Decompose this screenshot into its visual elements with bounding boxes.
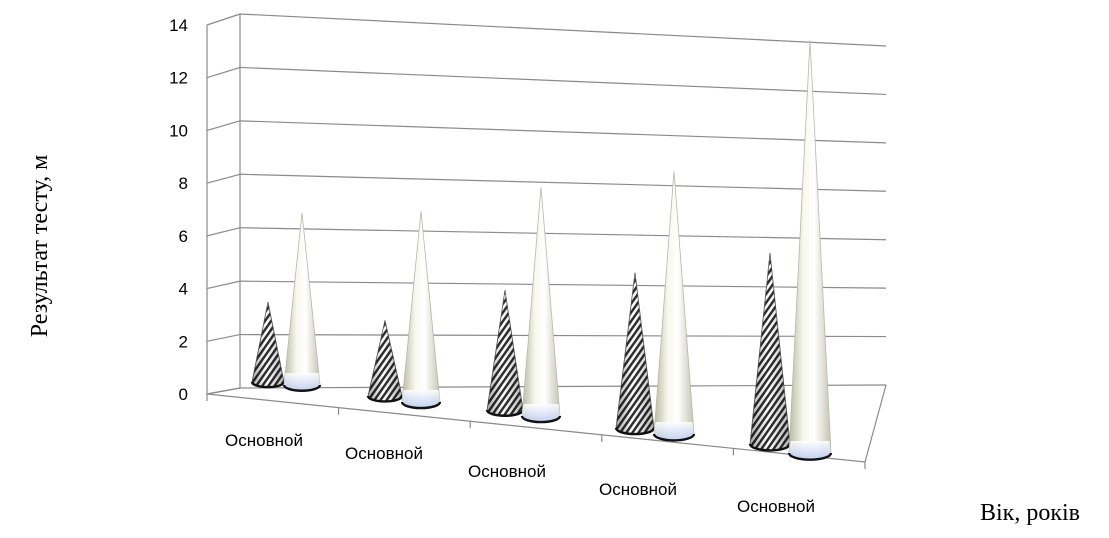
gridline (239, 280, 887, 289)
gridline (239, 384, 887, 389)
side-gridline (206, 120, 241, 132)
x-axis-tick-labels: Основной Основной Основной Основной Основной (225, 431, 815, 516)
y-tick-label: 12 (169, 69, 188, 88)
y-tick-label: 8 (179, 174, 188, 193)
y-axis-tick-labels: 0 2 4 6 8 10 12 14 (169, 16, 188, 404)
x-category-label: Основной (225, 431, 303, 450)
cone-bar (282, 212, 322, 392)
cone-bar (366, 320, 404, 403)
gridline (239, 13, 887, 47)
gridline (239, 173, 887, 192)
gridline (239, 227, 887, 241)
x-axis-title: Вік, років (980, 500, 1080, 526)
x-category-label: Основной (468, 462, 546, 481)
y-axis-title: Результат тесту, м (27, 155, 53, 338)
side-gridline (206, 280, 241, 290)
cone-bar (485, 289, 525, 417)
cone-bar (614, 272, 656, 436)
side-gridline (206, 13, 241, 26)
y-tick-label: 6 (179, 227, 188, 246)
x-category-label: Основной (737, 497, 815, 516)
x-category-label: Основной (345, 444, 423, 463)
y-tick-label: 14 (169, 16, 188, 35)
y-tick-label: 4 (179, 280, 188, 299)
gridline (239, 333, 887, 338)
cone-bar (250, 301, 286, 389)
cone-bar (520, 187, 562, 424)
y-tick-label: 10 (169, 121, 188, 140)
cone-bar (400, 211, 442, 410)
cone-bar (748, 252, 792, 452)
y-tick-label: 2 (179, 332, 188, 351)
side-gridline (206, 173, 241, 184)
side-gridline (206, 227, 241, 237)
x-category-label: Основной (599, 480, 677, 499)
chart-floor (206, 384, 887, 469)
cone-bar (652, 171, 696, 442)
cone-bar (787, 40, 833, 461)
side-gridline (206, 333, 241, 342)
y-tick-label: 0 (179, 385, 188, 404)
cone-series (250, 40, 833, 461)
gridline (239, 120, 887, 144)
gridline (239, 66, 887, 96)
side-gridline (206, 66, 241, 79)
gridlines (206, 13, 887, 395)
